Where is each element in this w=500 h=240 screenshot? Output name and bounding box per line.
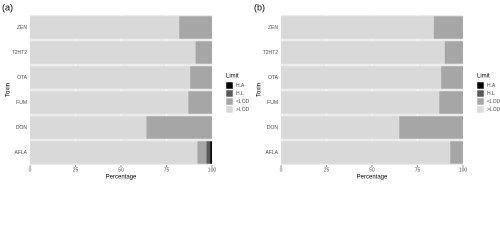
x-tick-label: 50 xyxy=(118,167,124,173)
y-tick-label: ZEN xyxy=(268,25,278,31)
legend-label: H.L xyxy=(487,91,495,97)
x-axis-title: Percentage xyxy=(357,175,388,181)
x-tick-label: 0 xyxy=(29,167,32,173)
x-tick-label: 25 xyxy=(324,167,330,173)
legend-label: H.L xyxy=(236,91,244,97)
y-tick-label: AFLA xyxy=(14,150,27,156)
x-tick-label: 100 xyxy=(208,167,217,173)
bar-segment xyxy=(30,66,191,89)
legend-swatch xyxy=(225,81,234,90)
legend-swatch xyxy=(225,97,234,106)
panel-label: (a) xyxy=(2,2,13,12)
legend-swatch xyxy=(225,89,234,98)
bar-segment xyxy=(30,116,147,139)
legend-label: H.A xyxy=(236,83,245,89)
x-tick-label: 50 xyxy=(369,167,375,173)
y-tick-label: OTA xyxy=(17,75,28,81)
x-axis-title: Percentage xyxy=(106,175,137,181)
bar-segment xyxy=(399,116,463,139)
bar-segment xyxy=(441,66,463,89)
x-tick-label: 75 xyxy=(415,167,421,173)
bar-segment xyxy=(433,16,463,39)
bar-segment xyxy=(197,141,207,164)
bar-segment xyxy=(206,141,211,164)
figure: (a) 0 25 50 75 100 ZEN T2HT2 OTA FUM DON AFLA Percen… xyxy=(2,2,500,181)
legend-title: Limit xyxy=(226,74,239,80)
legend-label: <LOD xyxy=(487,99,500,105)
y-tick-label: T2HT2 xyxy=(263,50,279,56)
legend-swatch xyxy=(225,105,234,114)
y-tick-label: FUM xyxy=(16,100,27,106)
y-tick-label: T2HT2 xyxy=(12,50,28,56)
panel-label: (b) xyxy=(254,2,265,12)
bar-segment xyxy=(281,91,440,114)
x-tick-label: 25 xyxy=(73,167,79,173)
y-axis-title: Toxin xyxy=(6,83,12,97)
legend-label: >LOD xyxy=(487,107,500,113)
y-tick-label: ZEN xyxy=(17,25,27,31)
bar-segment xyxy=(30,41,196,64)
bar-segment xyxy=(281,41,445,64)
bar-segment xyxy=(188,91,212,114)
bar-segment xyxy=(281,66,442,89)
y-tick-label: DON xyxy=(16,125,28,131)
bar-segment xyxy=(281,141,451,164)
x-tick-label: 0 xyxy=(280,167,283,173)
y-tick-label: AFLA xyxy=(265,150,278,156)
x-tick-label: 100 xyxy=(459,167,468,173)
bar-segment xyxy=(146,116,212,139)
legend-label: <LOD xyxy=(236,99,250,105)
legend-label: H.A xyxy=(487,83,496,89)
bar-segment xyxy=(210,141,212,164)
bar-segment xyxy=(281,116,400,139)
y-tick-label: OTA xyxy=(268,75,279,81)
bar-segment xyxy=(195,41,212,64)
bar-segment xyxy=(179,16,212,39)
bar-segment xyxy=(30,16,180,39)
bar-segment xyxy=(281,16,434,39)
y-tick-label: DON xyxy=(267,125,279,131)
bar-segment xyxy=(450,141,463,164)
y-axis-title: Toxin xyxy=(257,83,263,97)
bar-segment xyxy=(439,91,463,114)
legend-swatch xyxy=(476,97,485,106)
legend-title: Limit xyxy=(477,74,490,80)
legend-swatch xyxy=(476,81,485,90)
y-tick-label: FUM xyxy=(267,100,278,106)
bar-segment xyxy=(190,66,212,89)
x-tick-label: 75 xyxy=(164,167,170,173)
legend-swatch xyxy=(476,89,485,98)
bar-segment xyxy=(444,41,463,64)
legend-swatch xyxy=(476,105,485,114)
bar-segment xyxy=(30,91,189,114)
legend-label: >LOD xyxy=(236,107,250,113)
bar-segment xyxy=(30,141,198,164)
